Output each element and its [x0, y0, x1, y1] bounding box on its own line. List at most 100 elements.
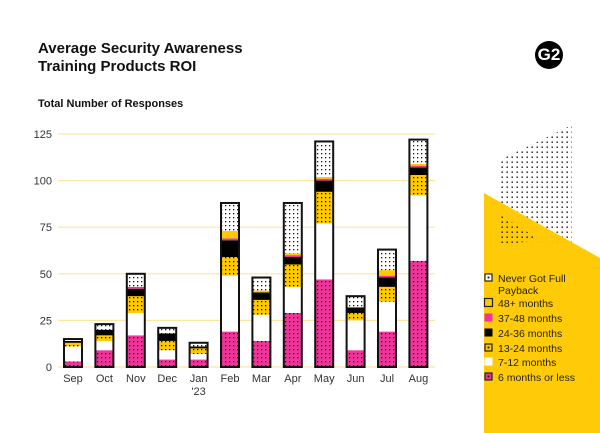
bar-segment-never-got-full-payback [315, 141, 334, 177]
bar-segment-never-got-full-payback [221, 202, 239, 231]
legend-label: 6 months or less [498, 372, 575, 384]
bar-segment-24-36-months [252, 292, 271, 300]
bar-segment-7-12-months [378, 301, 396, 332]
bar-outline [63, 338, 83, 369]
bar-segment-6-months-or-less [126, 335, 145, 367]
bar-outline [377, 248, 397, 368]
legend-label: 24-36 months [498, 328, 562, 340]
bar-segment-37-48-months [315, 178, 334, 181]
legend-swatch-dot [487, 375, 490, 378]
bar-segment-7-12-months [95, 340, 114, 351]
bar-segment-6-months-or-less [95, 350, 114, 367]
bar-segment-24-36-months [221, 240, 239, 258]
bar-segment-37-48-months [221, 238, 239, 241]
bar-segment-7-12-months [64, 346, 82, 362]
bar-segment-37-48-months [283, 255, 302, 258]
bar-segment-never-got-full-payback [378, 249, 396, 271]
legend-label-line: Payback [498, 285, 539, 297]
y-tick-label: 0 [46, 362, 52, 374]
bar-segment-never-got-full-payback [252, 277, 271, 291]
x-tick-label: Nov [126, 373, 146, 385]
bar-segment-7-12-months [189, 353, 208, 360]
bar-segment-24-36-months [64, 340, 82, 343]
x-tick-label: Apr [284, 373, 301, 385]
x-tick-label: Aug [409, 373, 429, 385]
x-tick-label: Dec [157, 373, 177, 385]
legend-swatch-icon [484, 357, 493, 366]
bar-segment-24-36-months [283, 257, 302, 265]
decor-dots-overlay [500, 215, 540, 245]
bar-segment-6-months-or-less [346, 350, 365, 367]
bar-segment-48-months [409, 163, 428, 166]
decor-yellow-panel [484, 193, 600, 433]
legend-swatch-dot [487, 346, 490, 349]
bar-segment-7-12-months [283, 286, 302, 313]
bar-segment-6-months-or-less [409, 260, 428, 367]
bar-outline [251, 276, 272, 369]
bar-segment-37-48-months [409, 165, 428, 168]
bar-outline [314, 140, 335, 368]
legend-swatch-dot [487, 276, 490, 279]
bar-segment-13-24-months [409, 175, 428, 196]
bar-segment-6-months-or-less [283, 312, 302, 367]
y-tick-label: 125 [34, 129, 52, 141]
bar-outline [220, 201, 240, 368]
legend-label-line: Never Got Full [498, 273, 566, 285]
bar-segment-7-12-months [252, 314, 271, 341]
bar-outline [408, 138, 429, 368]
bar-outline [94, 323, 115, 368]
bar-segment-6-months-or-less [64, 361, 82, 367]
x-tick-label: Jul [380, 373, 394, 385]
bar-segment-13-24-months [95, 335, 114, 341]
legend-label: 7-12 months [498, 357, 556, 369]
bar-segment-never-got-full-payback [409, 139, 428, 164]
bar-segment-24-36-months [346, 307, 365, 313]
bar-segment-24-36-months [126, 288, 145, 297]
bar-segment-never-got-full-payback [283, 202, 302, 254]
bar-segment-48-months [283, 253, 302, 256]
legend-label: 13-24 months [498, 343, 562, 355]
x-tick-label-year: '23 [191, 386, 205, 398]
x-tick-label: Sep [63, 373, 83, 385]
bar-outline [188, 341, 209, 369]
bar-segment-37-48-months [378, 275, 396, 278]
y-tick-label: 50 [40, 269, 52, 281]
bar-segment-13-24-months [252, 299, 271, 315]
x-tick-label: Mar [252, 373, 271, 385]
bar-segment-13-24-months [126, 296, 145, 313]
bar-segment-7-12-months [158, 350, 177, 360]
bar-segment-7-12-months [315, 223, 334, 280]
bar-segment-37-48-months [126, 286, 145, 289]
y-tick-label: 75 [40, 222, 52, 234]
bar-segment-6-months-or-less [252, 340, 271, 367]
bar-segment-never-got-full-payback [158, 327, 177, 334]
legend-label: 37-48 months [498, 313, 562, 325]
bar-segment-13-24-months [315, 191, 334, 224]
chart-subtitle: Total Number of Responses [38, 98, 184, 110]
bar-segment-13-24-months [158, 340, 177, 351]
bar-segment-7-12-months [409, 195, 428, 261]
x-tick-label: May [314, 373, 335, 385]
bar-outline [125, 272, 146, 368]
bar-segment-48-months [378, 270, 396, 276]
bar-segment-7-12-months [221, 275, 239, 332]
g2-logo: G2 [535, 41, 563, 69]
bar-segment-never-got-full-payback [346, 296, 365, 308]
x-tick-label: Jan [190, 373, 208, 385]
bar-segment-24-36-months [409, 167, 428, 176]
x-tick-label: Oct [96, 373, 113, 385]
bar-segment-6-months-or-less [315, 279, 334, 367]
bar-segment-24-36-months [95, 329, 114, 336]
bar-segment-48-months [252, 290, 271, 293]
y-tick-label: 25 [40, 315, 52, 327]
bar-segment-13-24-months [283, 264, 302, 287]
legend-swatch-icon [484, 328, 493, 337]
bar-segment-never-got-full-payback [189, 342, 208, 347]
legend-swatch-icon [484, 313, 493, 322]
x-tick-label: Jun [347, 373, 365, 385]
bar-segment-13-24-months [189, 348, 208, 354]
bar-segment-7-12-months [346, 320, 365, 351]
bar-segment-6-months-or-less [221, 331, 239, 367]
bar-outline [282, 201, 303, 368]
